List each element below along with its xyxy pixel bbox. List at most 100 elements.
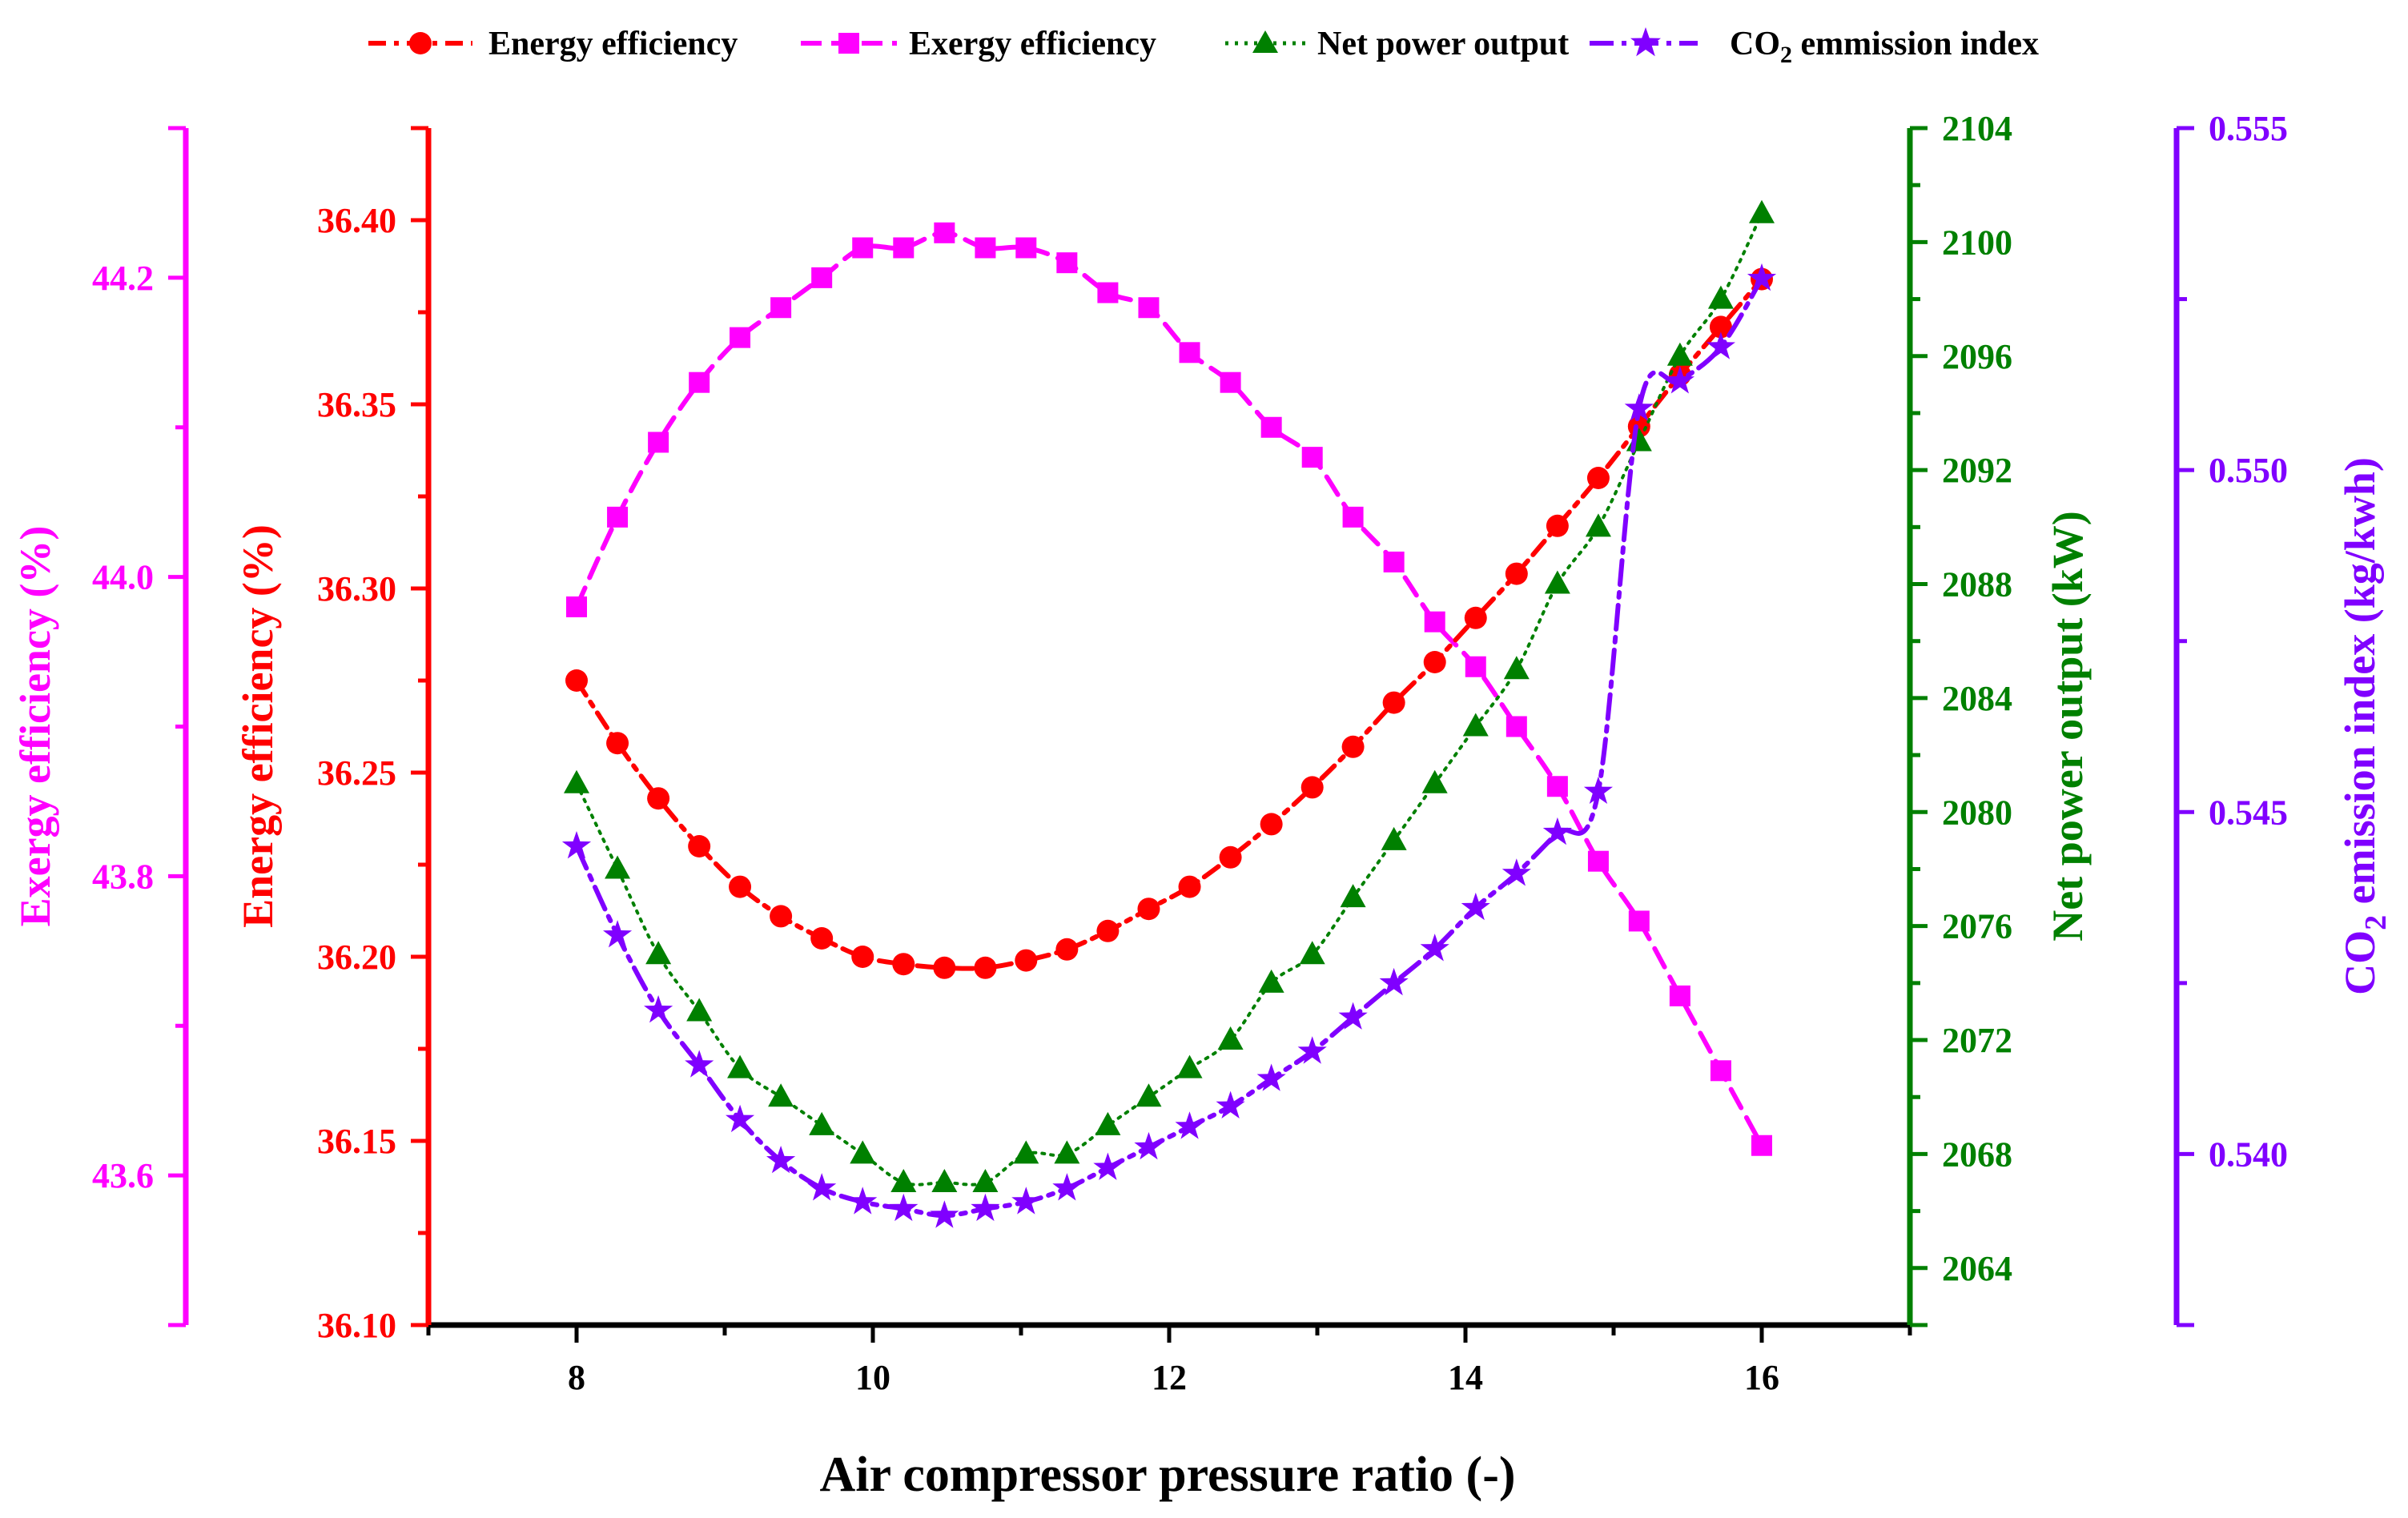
exergy-point: [934, 222, 955, 243]
power-tick-label: 2084: [1942, 679, 2012, 718]
energy-point: [933, 956, 956, 979]
legend: Energy efficiency Exergy efficiency Net …: [368, 26, 2039, 68]
exergy-point: [852, 237, 874, 259]
co2-point: [1216, 1090, 1245, 1118]
power-point: [1585, 513, 1611, 537]
power-tick-label: 2104: [1942, 109, 2012, 148]
co2-point: [1297, 1036, 1327, 1064]
energy-point: [1505, 562, 1528, 585]
power-point: [1176, 1054, 1203, 1078]
legend-marker-exergy: [838, 33, 859, 54]
energy-point: [1015, 949, 1038, 972]
x-tick-label: 10: [855, 1358, 890, 1397]
co2-axis-title-sub: 2: [2359, 915, 2393, 930]
power-line: [575, 211, 1763, 1187]
legend-label-exergy: Exergy efficiency: [909, 26, 1156, 62]
power-point: [1095, 1111, 1121, 1135]
legend-marker-power: [1252, 30, 1278, 53]
exergy-tick-label: 43.6: [92, 1156, 154, 1195]
exergy-axis-title: Exergy efficiency (%): [11, 526, 59, 927]
legend-item-exergy: Exergy efficiency: [801, 26, 1156, 62]
co2-point: [685, 1050, 714, 1078]
exergy-tick-label: 44.0: [92, 558, 154, 597]
power-point: [972, 1169, 999, 1193]
x-tick-label: 12: [1152, 1358, 1187, 1397]
exergy-point: [1383, 551, 1405, 572]
energy-point: [1546, 514, 1569, 537]
co2-axis-title: CO2 emission index (kg/kwh): [2336, 457, 2393, 995]
co2-point: [1134, 1131, 1164, 1160]
energy-tick-label: 36.25: [317, 753, 396, 793]
exergy-point: [1628, 910, 1650, 932]
co2-tick-label: 0.545: [2209, 793, 2288, 832]
co2-point: [971, 1193, 1000, 1222]
power-tick-label: 2096: [1942, 337, 2012, 376]
co2-axis-title-rest: emission index (kg/kwh): [2336, 457, 2384, 915]
energy-point: [770, 905, 793, 928]
exergy-point: [607, 506, 629, 528]
co2-point: [1747, 263, 1777, 291]
exergy-point: [1179, 342, 1200, 363]
energy-tick-label: 36.30: [317, 569, 396, 608]
energy-point: [1382, 691, 1405, 714]
co2-tick-label: 0.540: [2209, 1134, 2288, 1174]
exergy-point: [1301, 447, 1323, 468]
exergy-point: [1465, 656, 1486, 677]
exergy-point: [730, 327, 751, 348]
power-point: [1299, 941, 1325, 965]
exergy-point: [1138, 297, 1160, 319]
co2-point: [1379, 967, 1409, 996]
exergy-tick-label: 44.2: [92, 259, 154, 298]
power-point: [1381, 826, 1407, 850]
x-axis-title-group: Air compressor pressure ratio (-): [820, 1448, 1516, 1502]
energy-point: [729, 875, 752, 898]
x-axis-title: Air compressor pressure ratio (-): [820, 1448, 1516, 1502]
co2-point: [1093, 1152, 1123, 1180]
energy-point: [1260, 813, 1283, 836]
energy-point: [688, 835, 711, 857]
exergy-point: [1260, 416, 1282, 438]
energy-tick-label: 36.10: [317, 1306, 396, 1345]
exergy-point: [1587, 850, 1609, 872]
energy-point: [565, 669, 588, 692]
power-axis-title: Net power output (kW): [2044, 511, 2092, 942]
power-point: [605, 855, 631, 879]
exergy-point: [975, 237, 996, 259]
power-point: [564, 769, 589, 793]
energy-point: [1219, 845, 1242, 869]
co2-line: [574, 275, 1764, 1219]
co2-point: [766, 1146, 796, 1174]
energy-tick-label: 36.20: [317, 938, 396, 977]
power-point: [768, 1083, 794, 1107]
exergy-point: [689, 371, 710, 393]
energy-line: [574, 276, 1764, 971]
energy-axis-title: Energy efficiency (%): [234, 524, 282, 928]
co2-point: [1501, 858, 1531, 886]
exergy-point: [1710, 1060, 1731, 1082]
power-tick-label: 2100: [1942, 223, 2012, 262]
axes-layer: 8 10 12 14 16 43.6 43.8 44.0 44.2 Exergy efficien…: [11, 109, 2393, 1397]
exergy-point: [1669, 985, 1690, 1006]
legend-label-power: Net power output: [1317, 26, 1569, 62]
co2-point: [1420, 934, 1449, 962]
energy-point: [1096, 919, 1120, 942]
energy-point: [1423, 651, 1446, 673]
co2-point: [1706, 331, 1735, 359]
power-point: [1217, 1026, 1244, 1050]
power-point: [809, 1111, 835, 1135]
exergy-point: [648, 432, 669, 453]
co2-point: [561, 831, 592, 859]
power-point: [1136, 1083, 1162, 1107]
exergy-point: [1220, 371, 1241, 393]
energy-point: [974, 956, 997, 979]
energy-point: [1709, 315, 1732, 339]
x-tick-label: 8: [568, 1358, 585, 1397]
energy-tick-label: 36.35: [317, 385, 396, 424]
x-tick-label: 14: [1448, 1358, 1483, 1397]
power-point: [1544, 570, 1570, 594]
energy-point: [647, 787, 670, 810]
power-point: [1054, 1140, 1080, 1164]
co2-point: [848, 1187, 878, 1215]
exergy-point: [893, 237, 915, 259]
co2-axis-title-main: CO: [2336, 930, 2384, 995]
